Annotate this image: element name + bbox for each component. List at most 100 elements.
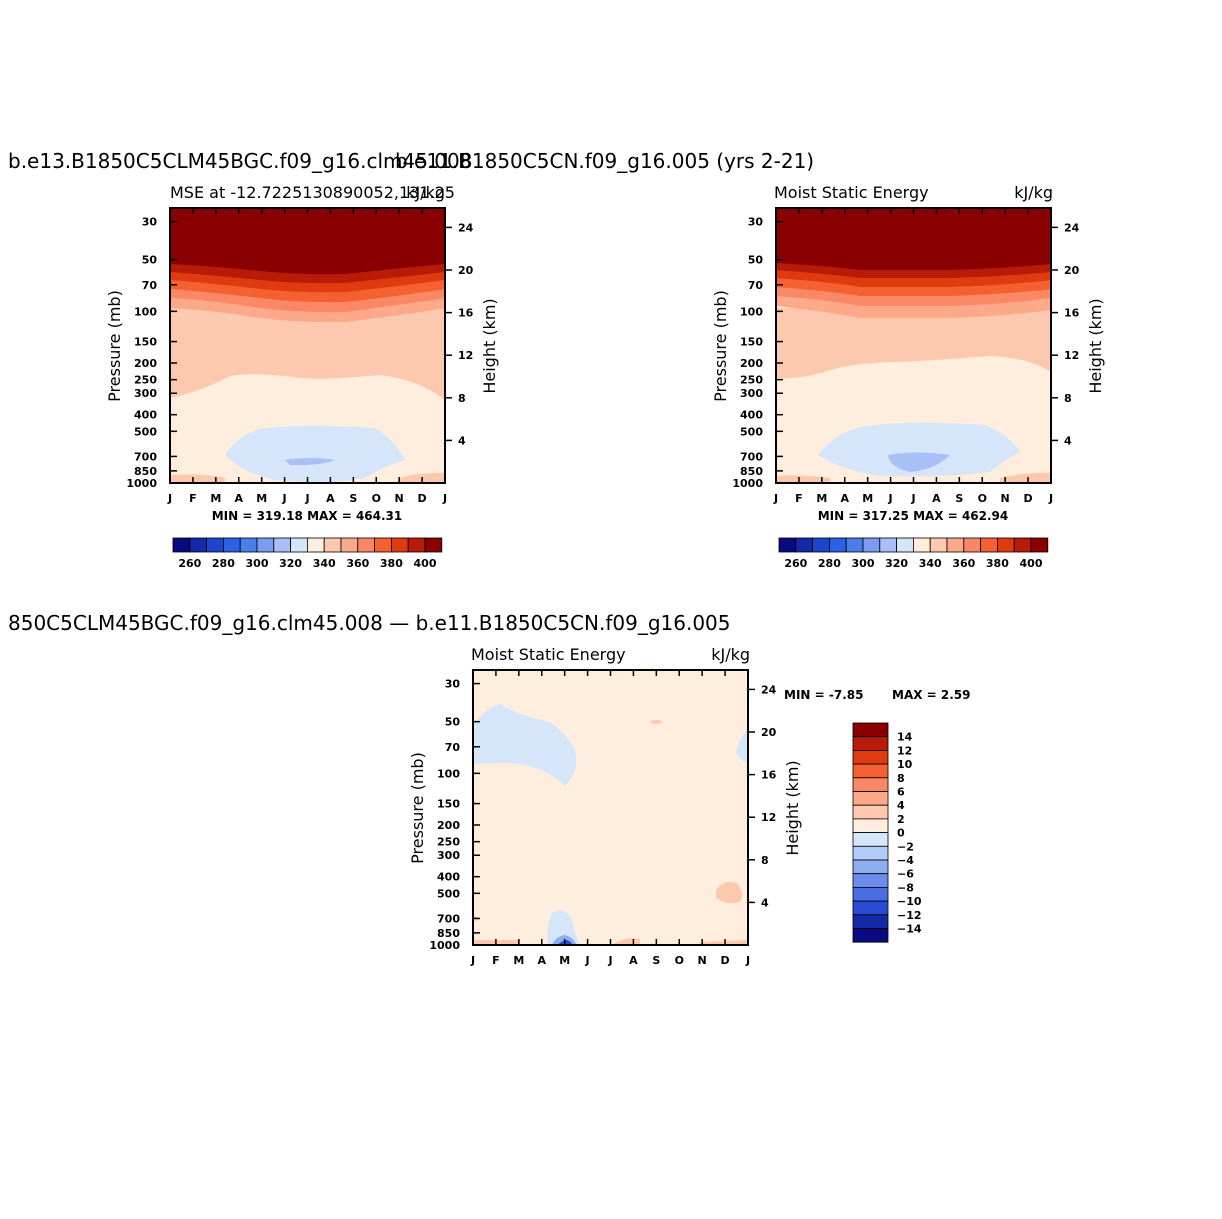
x-tick-label: J: [745, 954, 750, 967]
colorbar-label: 10: [897, 758, 913, 771]
y-tick-label: 400: [437, 871, 460, 884]
y2-tick-label: 12: [761, 811, 776, 824]
colorbar-label: 280: [212, 557, 235, 570]
y-tick-label: 30: [445, 678, 461, 691]
panel-1-y2label: Height (km): [480, 298, 499, 393]
y-tick-label: 50: [748, 254, 764, 267]
y-tick-label: 70: [748, 279, 764, 292]
colorbar-label: 300: [852, 557, 875, 570]
y-tick-label: 850: [134, 465, 157, 478]
colorbar-box: [795, 537, 813, 553]
y-tick-label: 500: [134, 425, 157, 438]
colorbar-box: [997, 537, 1015, 553]
panel-1-ylabel: Pressure (mb): [105, 290, 124, 402]
colorbar-box: [852, 887, 889, 902]
y-tick-label: 700: [134, 450, 157, 463]
colorbar-box: [256, 537, 275, 553]
y2-tick-label: 8: [458, 392, 466, 405]
y-tick-label: 300: [134, 387, 157, 400]
colorbar-label: 14: [897, 731, 913, 744]
panel-3-left-string: Moist Static Energy: [471, 645, 626, 664]
colorbar-box: [852, 736, 889, 751]
colorbar-box: [913, 537, 931, 553]
y-tick-label: 250: [437, 836, 460, 849]
colorbar-label: 6: [897, 786, 905, 799]
panel-1-min-max: MIN = 319.18 MAX = 464.31: [212, 509, 403, 523]
x-tick-label: A: [840, 492, 849, 505]
y-tick-label: 1000: [126, 477, 157, 490]
colorbar-box: [852, 763, 889, 779]
y2-tick-label: 8: [1064, 392, 1072, 405]
x-tick-label: J: [888, 492, 893, 505]
x-tick-label: M: [862, 492, 873, 505]
x-tick-label: J: [470, 954, 475, 967]
y-tick-label: 70: [445, 741, 461, 754]
colorbar-box: [896, 537, 914, 553]
y-tick-label: 30: [142, 216, 158, 229]
y-tick-label: 500: [437, 887, 460, 900]
colorbar-label: 380: [986, 557, 1009, 570]
panel-3-max: MAX = 2.59: [892, 688, 971, 702]
x-tick-label: J: [773, 492, 778, 505]
colorbar-box: [1030, 537, 1049, 553]
x-tick-label: J: [585, 954, 590, 967]
colorbar-label: 340: [919, 557, 942, 570]
x-tick-label: M: [513, 954, 524, 967]
x-tick-label: O: [675, 954, 684, 967]
contour-band: [776, 208, 1051, 270]
colorbar-box: [390, 537, 409, 553]
colorbar-label: 360: [346, 557, 369, 570]
contour-band: [547, 910, 580, 945]
y-tick-label: 250: [740, 374, 763, 387]
contour-band: [716, 882, 743, 904]
contour-band: [888, 452, 950, 472]
y2-tick-label: 4: [1064, 434, 1072, 447]
panel-3-y2label: Height (km): [783, 760, 802, 855]
y-tick-label: 500: [740, 425, 763, 438]
colorbar-label: −4: [897, 854, 914, 867]
panel-1: b.e13.B1850C5CLM45BGC.f09_g16.clm45.008 …: [8, 149, 814, 570]
y-tick-label: 700: [740, 450, 763, 463]
colorbar-box: [879, 537, 897, 553]
x-tick-label: J: [607, 954, 612, 967]
contour-band: [170, 208, 445, 275]
panel-3-units: kJ/kg: [711, 645, 750, 664]
y2-tick-label: 20: [1064, 264, 1080, 277]
y2-tick-label: 16: [458, 307, 474, 320]
colorbar-box: [852, 750, 889, 765]
y-tick-label: 200: [740, 357, 763, 370]
x-tick-label: O: [978, 492, 987, 505]
panel-3-contours: [473, 670, 748, 945]
colorbar-label: −6: [897, 868, 914, 881]
colorbar-box: [189, 537, 208, 553]
colorbar-box: [829, 537, 847, 553]
colorbar-box: [929, 537, 948, 553]
colorbar-label: 8: [897, 772, 905, 785]
colorbar-box: [852, 845, 889, 861]
y2-tick-label: 4: [458, 434, 466, 447]
panel-2-units: kJ/kg: [1014, 183, 1053, 202]
colorbar-label: −10: [897, 895, 922, 908]
x-tick-label: A: [629, 954, 638, 967]
y-tick-label: 200: [134, 357, 157, 370]
panel-3-title: 850C5CLM45BGC.f09_g16.clm45.008 — b.e11.…: [8, 611, 731, 635]
colorbar-label: 300: [246, 557, 269, 570]
colorbar-box: [778, 537, 797, 553]
colorbar-box: [852, 873, 889, 888]
y-tick-label: 850: [740, 465, 763, 478]
x-tick-label: F: [492, 954, 500, 967]
colorbar-box: [852, 914, 889, 929]
panel-1-units: kJ/kg: [406, 183, 445, 202]
panel-1-axes: J F M A M J J A S O N D J305070100150200250300400500…: [126, 208, 474, 505]
x-tick-label: J: [282, 492, 287, 505]
y-tick-label: 700: [437, 912, 460, 925]
y-tick-label: 850: [437, 927, 460, 940]
x-tick-label: F: [795, 492, 803, 505]
panel-2-contours: [776, 208, 1051, 483]
colorbar-box: [845, 537, 864, 553]
colorbar-label: 360: [952, 557, 975, 570]
y-tick-label: 400: [740, 409, 763, 422]
contour-band: [225, 426, 405, 483]
colorbar-box: [323, 537, 342, 553]
